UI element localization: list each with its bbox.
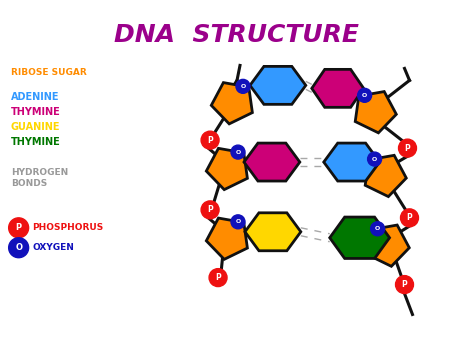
Text: O: O bbox=[236, 149, 241, 154]
Text: RIBOSE SUGAR: RIBOSE SUGAR bbox=[11, 69, 86, 77]
Circle shape bbox=[399, 139, 417, 157]
Polygon shape bbox=[250, 66, 306, 104]
Polygon shape bbox=[330, 217, 390, 258]
Circle shape bbox=[371, 222, 384, 236]
Text: PHOSPHORUS: PHOSPHORUS bbox=[33, 223, 104, 232]
Text: P: P bbox=[215, 273, 221, 282]
Circle shape bbox=[209, 269, 227, 286]
Polygon shape bbox=[206, 148, 247, 190]
Circle shape bbox=[201, 131, 219, 149]
Circle shape bbox=[9, 238, 28, 258]
Polygon shape bbox=[245, 213, 301, 251]
Circle shape bbox=[368, 152, 382, 166]
Text: O: O bbox=[375, 226, 380, 231]
Circle shape bbox=[231, 145, 245, 159]
Circle shape bbox=[401, 209, 419, 227]
Text: O: O bbox=[372, 157, 377, 162]
Text: P: P bbox=[401, 280, 407, 289]
Circle shape bbox=[231, 215, 245, 229]
Text: P: P bbox=[407, 213, 412, 222]
Text: P: P bbox=[405, 144, 410, 153]
Text: O: O bbox=[362, 93, 367, 98]
Polygon shape bbox=[312, 69, 364, 107]
Text: HYDROGEN
BONDS: HYDROGEN BONDS bbox=[11, 168, 68, 188]
Polygon shape bbox=[355, 92, 396, 133]
Text: O: O bbox=[236, 219, 241, 224]
Polygon shape bbox=[365, 155, 406, 197]
Circle shape bbox=[358, 88, 372, 102]
Text: OXYGEN: OXYGEN bbox=[33, 243, 74, 252]
Text: O: O bbox=[240, 84, 246, 89]
Text: THYMINE: THYMINE bbox=[11, 107, 60, 117]
Circle shape bbox=[395, 275, 413, 294]
Text: DNA  STRUCTURE: DNA STRUCTURE bbox=[115, 23, 359, 47]
Circle shape bbox=[9, 218, 28, 238]
Circle shape bbox=[236, 80, 250, 93]
Text: P: P bbox=[207, 206, 213, 214]
Text: THYMINE: THYMINE bbox=[11, 137, 60, 147]
Polygon shape bbox=[368, 225, 409, 266]
Polygon shape bbox=[324, 143, 380, 181]
Text: ADENINE: ADENINE bbox=[11, 92, 59, 102]
Text: P: P bbox=[207, 136, 213, 144]
Polygon shape bbox=[244, 143, 300, 181]
Circle shape bbox=[201, 201, 219, 219]
Polygon shape bbox=[206, 218, 247, 260]
Polygon shape bbox=[211, 83, 252, 124]
Text: O: O bbox=[15, 243, 22, 252]
Text: GUANINE: GUANINE bbox=[11, 122, 60, 132]
Text: P: P bbox=[16, 223, 22, 232]
